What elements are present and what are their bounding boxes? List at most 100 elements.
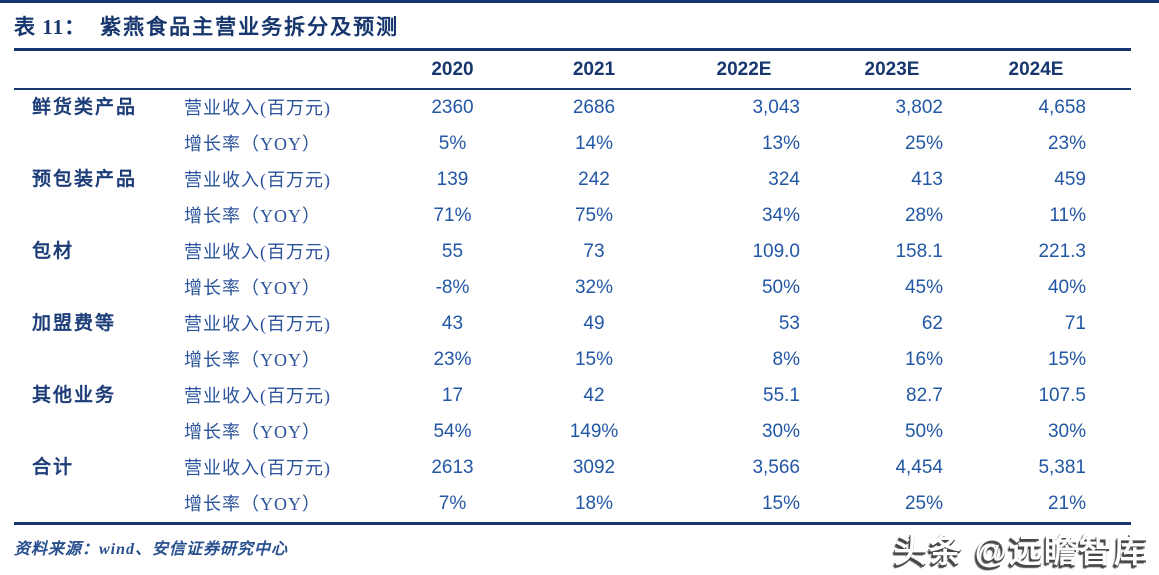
value-cell: 413 <box>911 169 943 190</box>
value-cell: 71% <box>433 205 472 226</box>
value-cell: 107.5 <box>1038 385 1086 406</box>
table-row: 增长率（YOY） -8% 32% 50% 45% 40% <box>14 270 1131 306</box>
metric-label: 营业收入(百万元) <box>184 386 331 406</box>
value-cell: 3,043 <box>752 97 800 118</box>
segment-spacer <box>14 126 178 162</box>
value-cell: 21% <box>1047 493 1086 514</box>
metric-label: 营业收入(百万元) <box>184 458 331 478</box>
value-cell: 5,381 <box>1038 457 1086 478</box>
value-cell: 109.0 <box>752 241 800 262</box>
metric-label: 增长率（YOY） <box>184 206 321 226</box>
table-row: 合计 营业收入(百万元) 2613 3092 3,566 4,454 5,381 <box>14 450 1131 486</box>
value-cell: 25% <box>904 493 943 514</box>
value-cell: 11% <box>1049 205 1086 226</box>
value-cell: 45% <box>904 277 943 298</box>
value-cell: 459 <box>1054 169 1086 190</box>
value-cell: 3092 <box>572 457 616 478</box>
header-spacer <box>14 51 178 88</box>
value-cell: 17 <box>441 385 464 406</box>
table-number-label: 表 11： <box>14 15 87 39</box>
table-row: 增长率（YOY） 23% 15% 8% 16% 15% <box>14 342 1131 378</box>
value-cell: 15% <box>574 349 614 370</box>
value-cell: 55 <box>441 241 464 262</box>
table-row: 增长率（YOY） 54% 149% 30% 50% 30% <box>14 414 1131 450</box>
segment-name: 加盟费等 <box>32 313 117 334</box>
table-title: 表 11： 紫燕食品主营业务拆分及预测 <box>0 3 1159 48</box>
segment-name: 鲜货类产品 <box>32 97 138 118</box>
metric-label: 增长率（YOY） <box>184 134 321 154</box>
value-cell: 7% <box>438 493 467 514</box>
column-header-2023e: 2023E <box>864 59 920 80</box>
column-header-2024e: 2024E <box>1008 59 1064 80</box>
table-row: 其他业务 营业收入(百万元) 17 42 55.1 82.7 107.5 <box>14 378 1131 414</box>
value-cell: 23% <box>1047 133 1086 154</box>
column-header-2020: 2020 <box>431 59 474 80</box>
segment-spacer <box>14 198 178 234</box>
value-cell: 23% <box>433 349 472 370</box>
metric-label: 营业收入(百万元) <box>184 314 331 334</box>
table-row: 包材 营业收入(百万元) 55 73 109.0 158.1 221.3 <box>14 234 1131 270</box>
top-border-rule <box>0 0 1159 3</box>
value-cell: 50% <box>761 277 800 298</box>
segment-name: 合计 <box>32 457 75 478</box>
value-cell: 32% <box>574 277 614 298</box>
value-cell: 73 <box>583 241 605 262</box>
value-cell: 3,566 <box>752 457 800 478</box>
value-cell: 43 <box>441 313 464 334</box>
value-cell: 14% <box>574 133 614 154</box>
table-header-row: 2020 2021 2022E 2023E 2024E <box>14 51 1131 90</box>
value-cell: 3,802 <box>895 97 943 118</box>
value-cell: 34% <box>761 205 800 226</box>
value-cell: 8% <box>772 349 800 370</box>
watermark: 头条 @远瞻智库 <box>893 532 1149 569</box>
metric-label: 增长率（YOY） <box>184 422 321 442</box>
value-cell: 49 <box>583 313 605 334</box>
table-row: 增长率（YOY） 5% 14% 13% 25% 23% <box>14 126 1131 162</box>
table-row: 增长率（YOY） 7% 18% 15% 25% 21% <box>14 486 1131 522</box>
value-cell: 4,658 <box>1038 97 1086 118</box>
table-row: 增长率（YOY） 71% 75% 34% 28% 11% <box>14 198 1131 234</box>
forecast-table: 2020 2021 2022E 2023E 2024E 鲜货类产品 营业收入(百… <box>14 51 1131 522</box>
column-header-2021: 2021 <box>572 59 616 80</box>
segment-name: 包材 <box>32 241 75 262</box>
column-header-2022e: 2022E <box>716 59 772 80</box>
metric-label: 增长率（YOY） <box>184 350 321 370</box>
value-cell: 324 <box>768 169 800 190</box>
value-cell: 5% <box>438 133 467 154</box>
value-cell: 50% <box>904 421 943 442</box>
value-cell: 15% <box>1047 349 1086 370</box>
table-row: 鲜货类产品 营业收入(百万元) 2360 2686 3,043 3,802 4,… <box>14 90 1131 126</box>
value-cell: 16% <box>904 349 943 370</box>
value-cell: 2613 <box>431 457 474 478</box>
metric-label: 增长率（YOY） <box>184 494 321 514</box>
source-note: 资料来源：wind、安信证券研究中心 <box>14 541 289 558</box>
page-title: 紫燕食品主营业务拆分及预测 <box>100 15 400 39</box>
value-cell: 53 <box>778 313 800 334</box>
segment-spacer <box>14 342 178 378</box>
segment-name: 其他业务 <box>32 385 117 406</box>
value-cell: 55.1 <box>763 385 800 406</box>
value-cell: 42 <box>583 385 605 406</box>
value-cell: 158.1 <box>895 241 943 262</box>
value-cell: 139 <box>436 169 469 190</box>
value-cell: 2360 <box>431 97 474 118</box>
value-cell: 30% <box>761 421 800 442</box>
value-cell: 149% <box>569 421 619 442</box>
value-cell: 40% <box>1047 277 1086 298</box>
value-cell: 15% <box>761 493 800 514</box>
value-cell: 28% <box>904 205 943 226</box>
value-cell: 54% <box>433 421 472 442</box>
table-row: 加盟费等 营业收入(百万元) 43 49 53 62 71 <box>14 306 1131 342</box>
value-cell: 25% <box>904 133 943 154</box>
metric-label: 营业收入(百万元) <box>184 170 331 190</box>
bottom-border-rule <box>14 522 1131 525</box>
segment-spacer <box>14 486 178 522</box>
value-cell: 4,454 <box>895 457 943 478</box>
title-divider-rule <box>14 48 1131 51</box>
value-cell: 75% <box>574 205 614 226</box>
value-cell: 82.7 <box>906 385 943 406</box>
segment-name: 预包装产品 <box>32 169 138 190</box>
metric-label: 增长率（YOY） <box>184 278 321 298</box>
value-cell: 30% <box>1047 421 1086 442</box>
segment-spacer <box>14 270 178 306</box>
